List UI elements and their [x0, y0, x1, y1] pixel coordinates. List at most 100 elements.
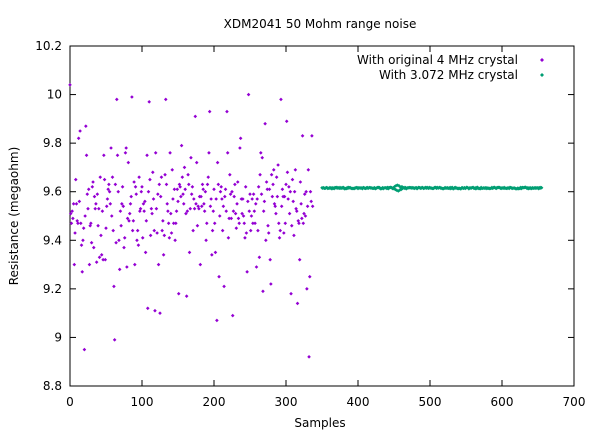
data-point-original-4mhz — [85, 192, 90, 196]
data-point-original-4mhz — [230, 313, 235, 318]
data-point-original-4mhz — [227, 216, 231, 221]
data-point-original-4mhz — [205, 182, 210, 187]
data-point-original-4mhz — [86, 187, 91, 192]
data-point-original-4mhz — [206, 175, 211, 179]
data-point-original-4mhz — [79, 243, 84, 247]
data-point-original-4mhz — [284, 119, 289, 124]
data-point-original-4mhz — [220, 228, 225, 233]
data-point-original-4mhz — [277, 236, 282, 240]
data-point-original-4mhz — [187, 182, 191, 187]
data-point-original-4mhz — [157, 182, 162, 187]
data-point-original-4mhz — [125, 216, 130, 221]
data-point-original-4mhz — [235, 202, 239, 206]
data-point-original-4mhz — [176, 291, 181, 296]
data-point-original-4mhz — [212, 221, 217, 226]
data-point-original-4mhz — [275, 194, 280, 199]
data-point-original-4mhz — [233, 182, 237, 187]
data-point-original-4mhz — [232, 194, 236, 199]
data-point-original-4mhz — [81, 226, 86, 230]
y-tick-label: 9.8 — [43, 136, 62, 150]
data-point-original-4mhz — [163, 172, 167, 177]
data-point-original-4mhz — [172, 187, 177, 192]
data-point-original-4mhz — [109, 214, 114, 218]
data-point-original-4mhz — [147, 100, 151, 104]
data-point-3072mhz — [403, 185, 408, 190]
data-point-original-4mhz — [166, 209, 170, 213]
data-point-original-4mhz — [299, 202, 303, 206]
y-tick-label: 10 — [47, 88, 62, 102]
data-point-original-4mhz — [246, 92, 251, 97]
data-point-original-4mhz — [156, 192, 160, 196]
data-point-original-4mhz — [259, 151, 263, 155]
data-point-original-4mhz — [77, 199, 82, 204]
data-point-original-4mhz — [130, 95, 134, 99]
data-point-original-4mhz — [240, 211, 244, 216]
data-point-original-4mhz — [282, 231, 286, 235]
data-point-original-4mhz — [102, 177, 107, 182]
data-point-original-4mhz — [207, 151, 211, 155]
data-point-original-4mhz — [223, 187, 228, 192]
data-point-original-4mhz — [78, 129, 82, 133]
data-point-original-4mhz — [167, 236, 172, 240]
data-point-original-4mhz — [287, 211, 292, 216]
x-tick-label: 100 — [131, 395, 154, 409]
data-point-original-4mhz — [219, 185, 223, 189]
data-point-original-4mhz — [226, 236, 231, 240]
data-point-original-4mhz — [159, 175, 164, 179]
data-point-original-4mhz — [230, 189, 234, 194]
data-point-original-4mhz — [267, 187, 272, 192]
data-point-original-4mhz — [142, 209, 146, 213]
data-point-original-4mhz — [69, 221, 74, 226]
data-point-original-4mhz — [73, 231, 77, 235]
x-axis: 0 100 200 300 400 500 600 700 — [66, 46, 585, 409]
data-point-3072mhz — [395, 183, 400, 187]
data-point-original-4mhz — [153, 308, 157, 313]
data-point-original-4mhz — [86, 206, 90, 211]
data-point-original-4mhz — [306, 168, 311, 172]
data-point-original-4mhz — [233, 211, 238, 216]
data-point-original-4mhz — [258, 172, 262, 177]
data-point-original-4mhz — [195, 223, 200, 228]
data-point-original-4mhz — [136, 243, 141, 247]
data-point-original-4mhz — [72, 262, 77, 267]
data-point-original-4mhz — [309, 199, 313, 204]
data-point-original-4mhz — [298, 180, 303, 184]
data-point-original-4mhz — [264, 180, 269, 184]
x-tick-label: 700 — [563, 395, 586, 409]
x-tick-label: 600 — [491, 395, 514, 409]
data-point-original-4mhz — [169, 231, 174, 235]
data-point-original-4mhz — [120, 202, 124, 206]
data-point-original-4mhz — [289, 223, 294, 228]
data-point-original-4mhz — [204, 238, 208, 243]
data-point-original-4mhz — [163, 97, 168, 102]
data-point-original-4mhz — [140, 236, 145, 240]
data-point-original-4mhz — [245, 270, 249, 274]
data-point-original-4mhz — [114, 240, 118, 245]
data-point-original-4mhz — [174, 209, 179, 213]
data-point-original-4mhz — [145, 306, 150, 311]
data-point-original-4mhz — [104, 226, 108, 230]
data-point-original-4mhz — [215, 160, 220, 165]
data-point-original-4mhz — [263, 121, 267, 126]
data-point-original-4mhz — [192, 206, 197, 211]
y-axis-label: Resistance (megaohm) — [7, 147, 21, 286]
data-point-original-4mhz — [160, 228, 164, 233]
data-point-original-4mhz — [173, 238, 177, 243]
data-point-original-4mhz — [120, 185, 125, 189]
data-point-3072mhz — [539, 185, 544, 190]
data-point-original-4mhz — [162, 233, 167, 238]
data-point-original-4mhz — [180, 175, 185, 179]
data-point-original-4mhz — [131, 219, 136, 223]
data-point-original-4mhz — [274, 211, 278, 216]
data-point-original-4mhz — [68, 83, 72, 87]
data-point-original-4mhz — [96, 223, 100, 228]
data-point-original-4mhz — [158, 194, 163, 199]
data-point-original-4mhz — [234, 226, 239, 230]
data-point-original-4mhz — [251, 192, 256, 196]
data-point-original-4mhz — [133, 262, 137, 267]
data-point-original-4mhz — [99, 253, 104, 257]
data-point-original-4mhz — [211, 209, 216, 213]
data-point-original-4mhz — [231, 209, 236, 213]
data-point-original-4mhz — [308, 189, 313, 194]
series-original-4mhz — [68, 83, 315, 359]
